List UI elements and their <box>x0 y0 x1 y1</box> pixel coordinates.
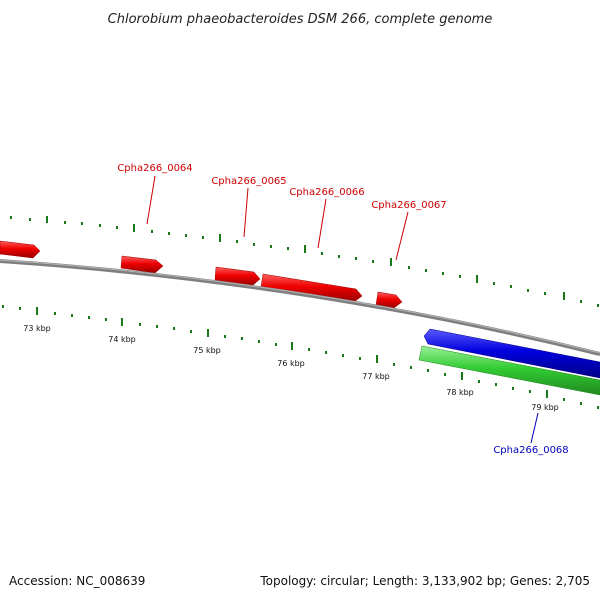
gene-arrow-cpha266-0064[interactable] <box>120 255 164 274</box>
scale-label-77kbp: 77 kbp <box>362 372 390 381</box>
accession-text: Accession: NC_008639 <box>9 574 145 588</box>
scale-label-74kbp: 74 kbp <box>108 335 136 344</box>
leader-line-0067 <box>395 211 409 261</box>
gene-label-cpha266-0066[interactable]: Cpha266_0066 <box>289 187 364 198</box>
gene-label-leaders <box>146 175 539 444</box>
leader-line-0066 <box>317 198 327 249</box>
lower-scale-track <box>2 305 599 409</box>
leader-line-0065 <box>243 187 249 238</box>
scale-label-79kbp: 79 kbp <box>531 403 559 412</box>
leader-line-0068 <box>530 412 539 444</box>
scale-label-73kbp: 73 kbp <box>23 324 51 333</box>
gene-arrow-cpha266-0066[interactable] <box>260 273 363 303</box>
genome-backbone-highlight <box>0 259 600 354</box>
rna-gene-bar[interactable] <box>418 345 600 396</box>
map-title: Chlorobium phaeobacteroides DSM 266, com… <box>108 12 493 27</box>
upper-tick-track <box>10 216 599 307</box>
scale-label-75kbp: 75 kbp <box>193 346 221 355</box>
genome-backbone <box>0 259 600 356</box>
gene-arrow-cpha266-0068[interactable] <box>423 328 600 379</box>
gene-label-cpha266-0068[interactable]: Cpha266_0068 <box>493 445 568 456</box>
gene-arrow-cpha266-0067[interactable] <box>375 291 403 309</box>
genome-summary-text: Topology: circular; Length: 3,133,902 bp… <box>259 574 590 588</box>
gene-label-cpha266-0065[interactable]: Cpha266_0065 <box>211 176 286 187</box>
leader-line-0064 <box>146 175 156 225</box>
gene-label-cpha266-0067[interactable]: Cpha266_0067 <box>371 200 446 211</box>
gene-arrow-forward[interactable] <box>0 240 41 259</box>
scale-label-78kbp: 78 kbp <box>446 388 474 397</box>
scale-label-76kbp: 76 kbp <box>277 359 305 368</box>
gene-label-cpha266-0064[interactable]: Cpha266_0064 <box>117 163 192 174</box>
forward-strand-genes <box>0 240 403 309</box>
gene-arrow-cpha266-0065[interactable] <box>214 266 261 287</box>
